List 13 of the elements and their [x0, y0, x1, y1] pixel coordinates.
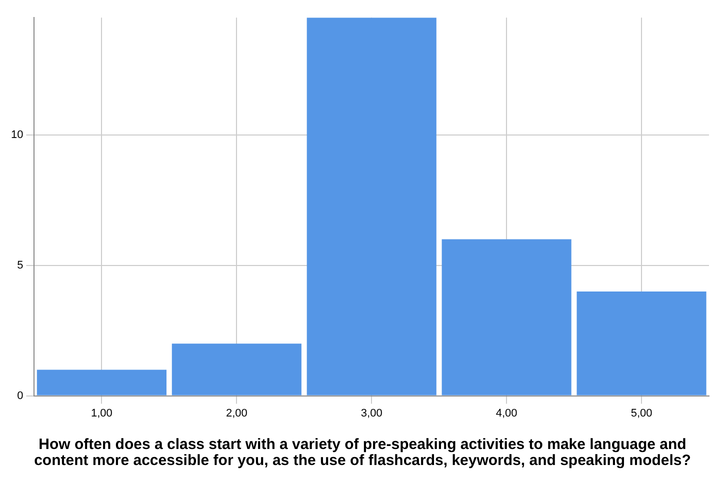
y-tick-label: 5: [17, 259, 24, 272]
bar: [442, 239, 572, 396]
x-tick-label: 2,00: [226, 407, 248, 420]
y-tick-label: 10: [10, 129, 24, 142]
x-tick-label: 3,00: [360, 407, 382, 420]
bar: [576, 291, 706, 396]
x-tick-label: 4,00: [496, 407, 518, 420]
x-tick-label: 1,00: [91, 407, 112, 420]
bar: [36, 370, 166, 396]
x-axis-title: How often does a class start with a variety of pre-speaking activities to make language and content more accessible for you, as the use of flashcards, keywords, and speaking models?: [33, 436, 692, 469]
bar: [172, 344, 302, 396]
y-tick-label: 0: [17, 390, 24, 402]
x-tick-label: 5,00: [630, 407, 652, 420]
